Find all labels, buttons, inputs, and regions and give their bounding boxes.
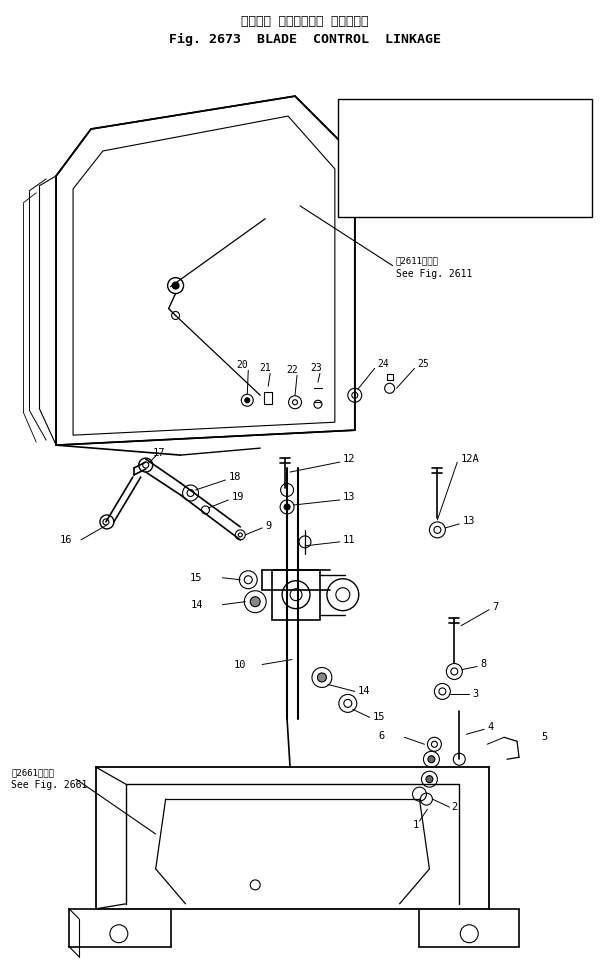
- Text: 12A: 12A: [461, 454, 479, 465]
- Text: 24: 24: [378, 360, 389, 369]
- Text: 第2661図参照: 第2661図参照: [12, 768, 54, 778]
- Text: 10: 10: [234, 660, 246, 669]
- Circle shape: [317, 673, 326, 682]
- Text: 12: 12: [343, 454, 356, 465]
- Circle shape: [245, 398, 249, 403]
- Text: Applicable Machines: Applicable Machines: [409, 111, 520, 122]
- Text: 20: 20: [237, 361, 248, 370]
- Text: Angle Dozer With Rear Attachment: Angle Dozer With Rear Attachment: [344, 137, 532, 147]
- Text: 9: 9: [265, 521, 271, 531]
- Text: 23: 23: [310, 364, 322, 373]
- Text: 2: 2: [451, 802, 458, 812]
- Text: 6: 6: [379, 731, 385, 741]
- Text: 3: 3: [472, 689, 478, 700]
- Text: 13: 13: [343, 492, 356, 502]
- Text: 第2611図参照: 第2611図参照: [396, 256, 439, 266]
- Text: 適 用 機 種: 適 用 機 種: [446, 103, 484, 112]
- Text: 21: 21: [259, 364, 271, 373]
- Text: 15: 15: [189, 572, 202, 583]
- Text: See Fig. 2661: See Fig. 2661: [12, 780, 88, 790]
- Circle shape: [428, 756, 435, 762]
- Text: 15: 15: [373, 712, 385, 722]
- Text: 11: 11: [343, 535, 356, 545]
- Text: ハイドロリックリッパーは除く: ハイドロリックリッパーは除く: [344, 160, 414, 169]
- Text: 19: 19: [231, 492, 244, 502]
- Text: 7: 7: [492, 602, 498, 612]
- Text: 22: 22: [286, 366, 298, 375]
- Text: See Fig. 2611: See Fig. 2611: [396, 269, 472, 278]
- Text: 13: 13: [462, 515, 475, 526]
- Text: 1: 1: [412, 820, 418, 830]
- Circle shape: [250, 597, 260, 607]
- Text: ブレード コントロール リンケージ: ブレード コントロール リンケージ: [241, 15, 369, 27]
- Circle shape: [426, 776, 433, 783]
- Text: 4: 4: [487, 722, 493, 732]
- Text: 16: 16: [60, 535, 73, 545]
- Text: 18: 18: [228, 472, 241, 482]
- Text: 8: 8: [480, 659, 486, 668]
- Text: アングルドーザ後方アタッチメント付車: アングルドーザ後方アタッチメント付車: [344, 125, 434, 134]
- Circle shape: [172, 282, 179, 289]
- Text: 14: 14: [357, 686, 370, 697]
- Bar: [338, 99, 592, 217]
- Text: 17: 17: [152, 448, 165, 458]
- Text: Exclude Hyd. Ripper: Exclude Hyd. Ripper: [344, 171, 456, 181]
- Text: 14: 14: [190, 600, 203, 610]
- Text: 5: 5: [541, 732, 547, 742]
- Text: Fig. 2673  BLADE  CONTROL  LINKAGE: Fig. 2673 BLADE CONTROL LINKAGE: [169, 32, 441, 46]
- Circle shape: [284, 504, 290, 510]
- Text: 25: 25: [417, 360, 429, 369]
